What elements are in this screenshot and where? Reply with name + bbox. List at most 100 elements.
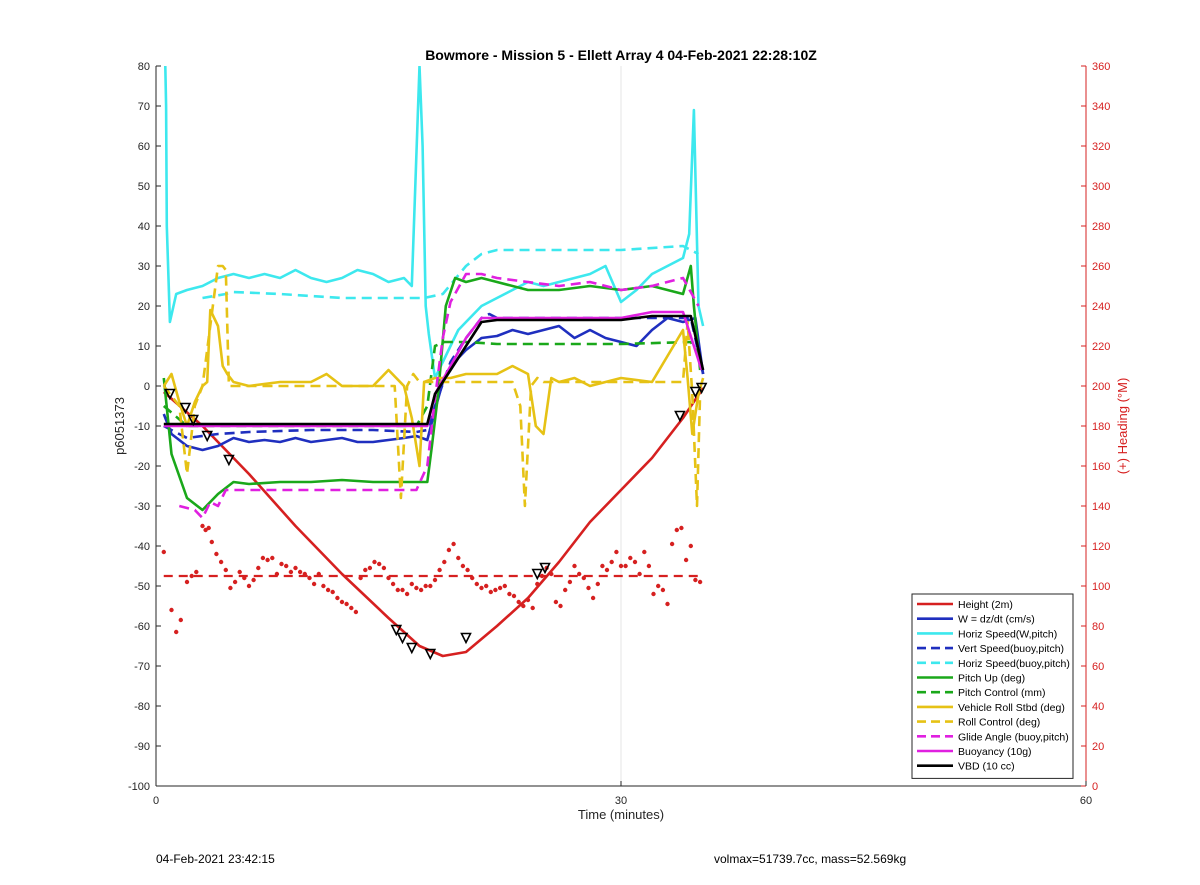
heading-point xyxy=(442,559,447,565)
heading-point xyxy=(642,549,647,555)
heading-point xyxy=(586,585,591,591)
heading-point xyxy=(479,585,484,591)
heading-point xyxy=(349,605,354,611)
heading-point xyxy=(256,565,261,571)
series-line xyxy=(164,66,705,380)
y-tick-label: 60 xyxy=(138,141,150,153)
heading-point xyxy=(539,573,545,579)
y2-tick-label: 80 xyxy=(1092,621,1104,633)
heading-point xyxy=(628,555,633,561)
x-axis-label: Time (minutes) xyxy=(578,807,664,822)
heading-point xyxy=(194,569,199,575)
legend-label: VBD (10 cc) xyxy=(958,761,1015,773)
triangle-marker xyxy=(539,562,551,575)
heading-point xyxy=(521,603,526,609)
triangle-marker xyxy=(201,430,213,443)
heading-point xyxy=(265,557,270,563)
y-tick-label: -20 xyxy=(134,461,150,473)
y2-tick-label: 220 xyxy=(1092,341,1110,353)
triangle-marker xyxy=(674,410,686,423)
heading-point xyxy=(669,541,675,547)
heading-point xyxy=(274,571,280,577)
y-tick-label: -40 xyxy=(134,541,150,553)
y2-tick-label: 200 xyxy=(1092,381,1110,393)
heading-point xyxy=(311,581,317,587)
y-tick-label: -50 xyxy=(134,581,150,593)
heading-point xyxy=(161,549,166,555)
heading-point xyxy=(178,617,183,623)
heading-point xyxy=(567,579,573,585)
heading-point xyxy=(330,589,335,595)
heading-point xyxy=(553,599,559,605)
heading-point xyxy=(590,595,596,601)
axes-layer: -100-90-80-70-60-50-40-30-20-10010203040… xyxy=(112,47,1130,822)
heading-point xyxy=(609,559,614,565)
heading-point xyxy=(228,585,233,591)
heading-point xyxy=(488,589,493,595)
heading-point xyxy=(353,609,359,615)
legend-label: Horiz Speed(buoy,pitch) xyxy=(958,658,1070,670)
heading-point xyxy=(232,579,238,585)
heading-point xyxy=(507,591,512,597)
triangle-marker xyxy=(164,388,176,401)
heading-point xyxy=(209,539,214,545)
heading-point xyxy=(484,583,489,589)
y2-axis-label: (+) Heading (°M) xyxy=(1115,378,1130,475)
legend: Height (2m) W = dz/dt (cm/s) Horiz Speed(W… xyxy=(911,593,1074,779)
y2-tick-label: 360 xyxy=(1092,61,1110,73)
heading-point xyxy=(251,577,256,583)
y2-tick-label: 320 xyxy=(1092,141,1110,153)
heading-point xyxy=(674,527,679,533)
legend-label: Buoyancy (10g) xyxy=(958,746,1032,758)
heading-points-layer xyxy=(161,523,703,635)
heading-point xyxy=(395,587,400,593)
y2-tick-label: 60 xyxy=(1092,661,1104,673)
heading-point xyxy=(549,571,554,577)
heading-point xyxy=(595,581,600,587)
heading-point xyxy=(656,583,661,589)
y2-tick-label: 140 xyxy=(1092,501,1110,513)
y2-tick-label: 20 xyxy=(1092,741,1104,753)
legend-label: Vert Speed(buoy,pitch) xyxy=(958,643,1064,655)
heading-point xyxy=(206,525,211,531)
heading-point xyxy=(558,603,563,609)
y-tick-label: -30 xyxy=(134,501,150,513)
heading-point xyxy=(223,567,228,573)
footer-timestamp: 04-Feb-2021 23:42:15 xyxy=(156,852,275,866)
heading-point xyxy=(284,563,289,569)
heading-point xyxy=(237,569,242,575)
heading-point xyxy=(279,561,284,567)
y2-tick-label: 260 xyxy=(1092,261,1110,273)
chart-title: Bowmore - Mission 5 - Ellett Array 4 04-… xyxy=(425,47,817,63)
heading-point xyxy=(400,587,405,593)
triangle-marker xyxy=(531,568,544,581)
y2-tick-label: 340 xyxy=(1092,101,1110,113)
heading-point xyxy=(335,595,340,601)
y-tick-label: -70 xyxy=(134,661,150,673)
legend-box xyxy=(911,593,1074,779)
legend-label: Roll Control (deg) xyxy=(958,717,1040,729)
triangle-marker xyxy=(390,624,403,637)
heading-point xyxy=(693,577,698,583)
triangle-marker xyxy=(187,414,199,427)
heading-point xyxy=(246,583,252,589)
heading-point xyxy=(390,581,396,587)
heading-point xyxy=(632,559,638,565)
heading-point xyxy=(386,575,391,581)
x-tick-label: 0 xyxy=(153,795,159,807)
heading-point xyxy=(404,591,410,597)
y2-tick-label: 100 xyxy=(1092,581,1110,593)
y-tick-label: 20 xyxy=(138,301,150,313)
y-tick-label: 30 xyxy=(138,261,150,273)
heading-point xyxy=(493,587,498,593)
heading-point xyxy=(600,563,605,569)
y-tick-label: -100 xyxy=(128,781,150,793)
y2-tick-label: 0 xyxy=(1092,781,1098,793)
heading-point xyxy=(660,587,666,593)
heading-point xyxy=(363,567,368,573)
heading-point xyxy=(432,577,438,583)
y-tick-label: 50 xyxy=(138,181,150,193)
y-tick-label: 10 xyxy=(138,341,150,353)
heading-point xyxy=(344,601,349,607)
heading-point xyxy=(623,563,628,569)
